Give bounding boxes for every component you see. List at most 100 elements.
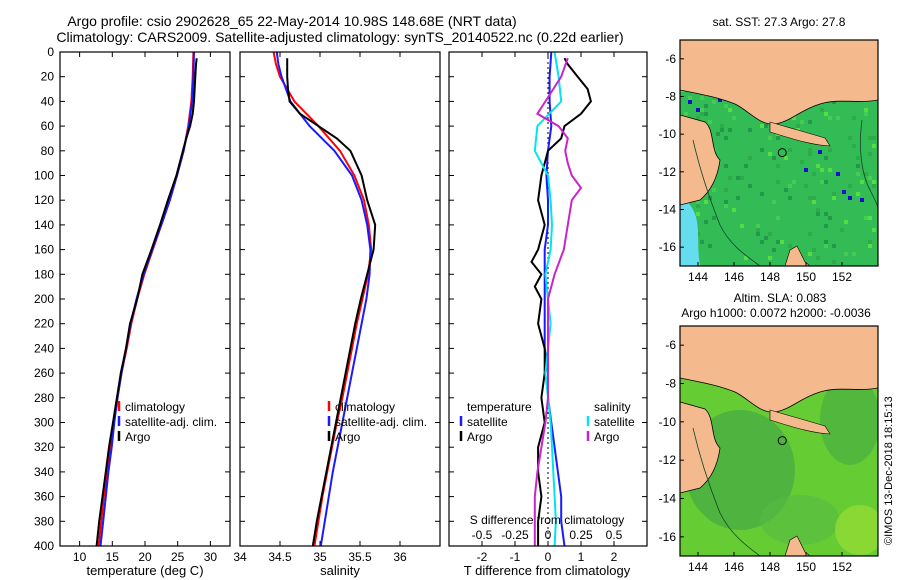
sst-pixel: [712, 216, 716, 220]
y-tick-label: 340: [34, 465, 54, 479]
sst-pixel: [732, 116, 736, 120]
x-tick-label: 10: [73, 550, 87, 564]
sst-pixel: [808, 252, 812, 256]
salinity-series: [272, 52, 377, 546]
sst-pixel: [856, 172, 860, 176]
lon-tick-label: 148: [760, 270, 780, 284]
lon-tick-label: 148: [760, 560, 780, 574]
x-tick-label: 1: [578, 550, 585, 564]
sla-map-frame: [679, 325, 879, 557]
sst-cold-pixel: [688, 100, 692, 104]
sst-pixel: [776, 180, 780, 184]
credit: ©IMOS 13-Dec-2018 18:15:13: [883, 396, 895, 545]
sst-pixel: [696, 212, 700, 216]
sst-coastal-cyan: [680, 186, 700, 266]
salinity-x-axis: 34 34.5 35 35.5 36: [233, 52, 407, 564]
sst-pixel: [820, 168, 824, 172]
sst-pixel: [772, 200, 776, 204]
series-temperature-argo: [530, 57, 592, 546]
lon-tick-label: 146: [724, 560, 744, 574]
y-tick-label: 0: [47, 45, 54, 59]
sst-pixel: [800, 160, 804, 164]
sst-pixel: [824, 224, 828, 228]
sst-pixel: [736, 176, 740, 180]
difference-xlabel: T difference from climatology: [464, 563, 631, 578]
sst-pixel: [832, 196, 836, 200]
y-tick-label: 300: [34, 416, 54, 430]
sst-pixel: [704, 220, 708, 224]
sst-pixel: [872, 144, 876, 148]
sst-pixel: [816, 164, 820, 168]
x-tick-label: -1: [510, 550, 521, 564]
x-tick-label: 15: [106, 550, 120, 564]
sst-pixel: [796, 124, 800, 128]
sst-pixel: [708, 244, 712, 248]
sst-cold-pixel: [696, 108, 700, 112]
sst-pixel: [700, 96, 704, 100]
sst-pixel: [868, 244, 872, 248]
sst-pixel: [716, 132, 720, 136]
sst-pixel: [788, 196, 792, 200]
lon-tick-label: 144: [688, 560, 708, 574]
sst-pixel: [868, 136, 872, 140]
sst-pixel: [700, 108, 704, 112]
legend-t-satellite-label: satellite: [467, 415, 508, 429]
sst-pixel: [868, 152, 872, 156]
y-tick-label: 80: [41, 144, 55, 158]
sst-pixel: [684, 112, 688, 116]
sst-pixel: [828, 168, 832, 172]
y-tick-label: 320: [34, 440, 54, 454]
sst-pixel: [816, 208, 820, 212]
x-tick-label: 25: [171, 550, 185, 564]
sst-pixel: [868, 176, 872, 180]
sst-cold-pixel: [718, 98, 722, 102]
sst-pixel: [712, 100, 716, 104]
depth-axis-labels: 0 20 40 60 80 100 120 140 160 180 200 220 240 260 280 3…: [34, 45, 230, 553]
sst-pixel: [808, 152, 812, 156]
sst-pixel: [836, 116, 840, 120]
sst-pixel: [748, 128, 752, 132]
sst-pixel: [700, 240, 704, 244]
y-tick-label: 120: [34, 193, 54, 207]
lat-tick-label: -8: [665, 377, 676, 391]
lon-tick-label: 150: [796, 270, 816, 284]
temperature-panel: 0 20 40 60 80 100 120 140 160 180 200 220 240 260 280 3…: [34, 45, 231, 578]
sst-pixel: [868, 216, 872, 220]
temperature-legend: climatology satellite-adj. clim. Argo: [117, 400, 217, 444]
sst-land-islands: [769, 121, 831, 147]
sst-pixel: [768, 232, 772, 236]
sst-pixel: [760, 240, 764, 244]
sst-pixel: [792, 116, 796, 120]
sst-pixel: [704, 104, 708, 108]
sst-pixel: [808, 148, 812, 152]
sst-pixel: [792, 180, 796, 184]
temperature-xlabel: temperature (deg C): [86, 563, 203, 578]
difference-panel: -2 -1 0 1 2 T difference from climatology S …: [448, 51, 648, 578]
sst-pixel: [688, 96, 692, 100]
sst-pixel: [776, 216, 780, 220]
sst-pixel: [748, 184, 752, 188]
sst-pixel: [748, 156, 752, 160]
sst-pixel: [740, 224, 744, 228]
sst-pixel: [724, 136, 728, 140]
lat-tick-label: -12: [659, 165, 677, 179]
y-tick-label: 40: [41, 94, 55, 108]
y-tick-label: 220: [34, 317, 54, 331]
sst-pixel: [840, 228, 844, 232]
sst-pixel: [764, 236, 768, 240]
sst-pixel: [768, 152, 772, 156]
lat-tick-label: -6: [665, 338, 676, 352]
sst-pixel: [872, 184, 876, 188]
sst-pixel: [768, 136, 772, 140]
sst-pixel: [856, 156, 860, 160]
lon-tick-label: 146: [724, 270, 744, 284]
sst-pixel: [812, 248, 816, 252]
sst-pixel: [808, 196, 812, 200]
sst-pixel: [704, 112, 708, 116]
lat-tick-label: -12: [659, 453, 677, 467]
sst-lat-labels: -6 -8 -10 -12 -14 -16: [659, 52, 684, 254]
sst-pixel: [824, 180, 828, 184]
lat-tick-label: -14: [659, 203, 677, 217]
legend-s-argo-label: Argo: [594, 430, 620, 444]
